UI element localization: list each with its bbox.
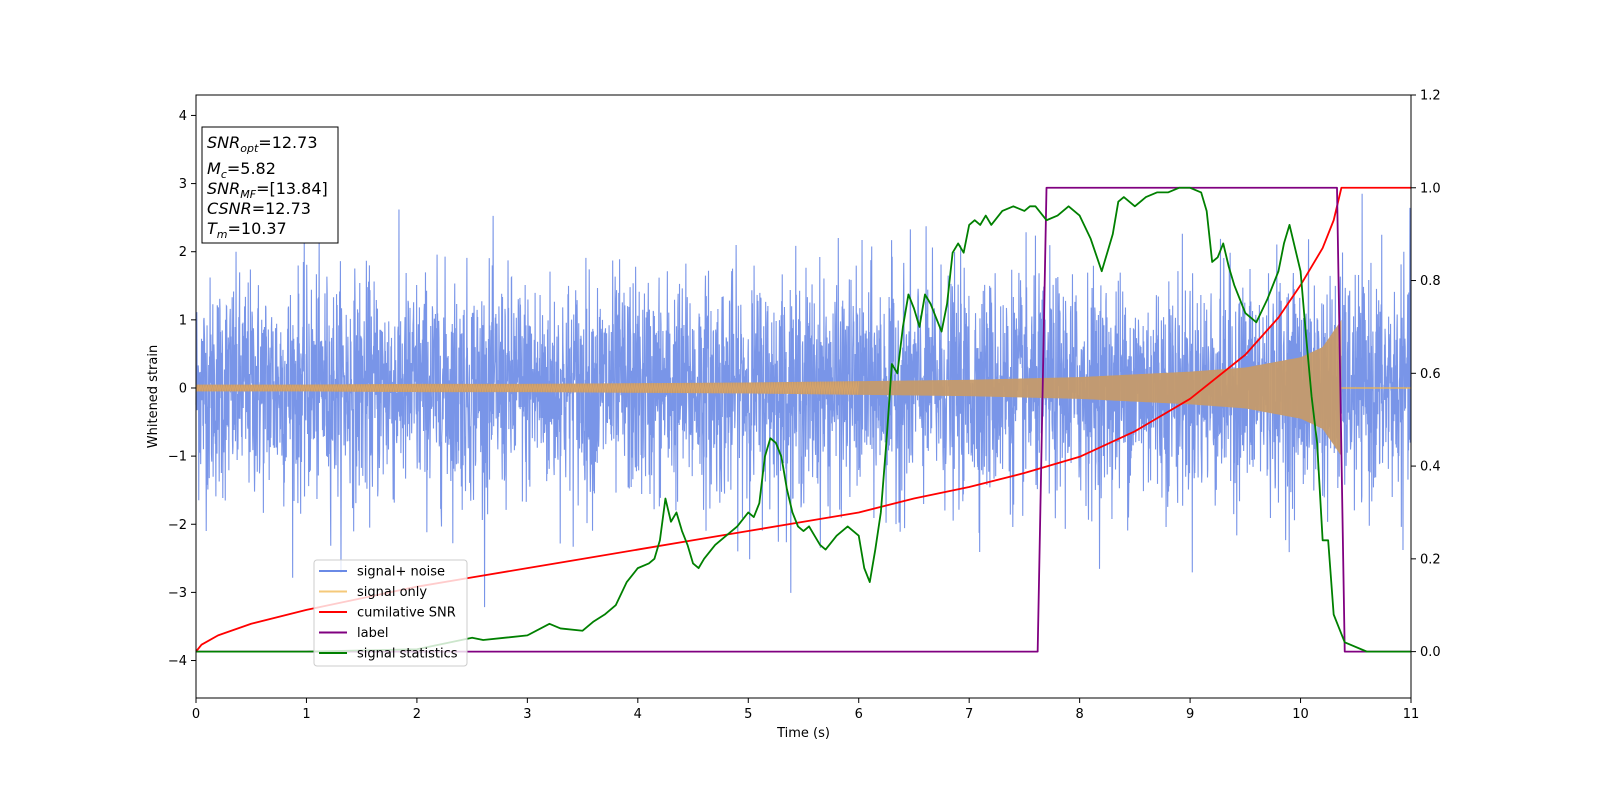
y-right-tick-label: 0.0 bbox=[1420, 645, 1441, 660]
stat-mc: Mc=5.82 bbox=[207, 159, 276, 181]
y-tick-label: −4 bbox=[168, 654, 187, 669]
legend-box bbox=[313, 559, 468, 667]
y-tick-label: 4 bbox=[179, 109, 187, 124]
stat-snr_opt: SNRopt=12.73 bbox=[207, 133, 318, 155]
legend-label: signal statistics bbox=[357, 647, 458, 662]
y-tick-label: −1 bbox=[168, 450, 187, 465]
stat-csnr: CSNR=12.73 bbox=[207, 199, 311, 218]
x-tick-label: 5 bbox=[744, 707, 752, 722]
legend: signal+ noise signal only cumilative SNR la… bbox=[313, 559, 468, 667]
signal-layer bbox=[195, 319, 1411, 457]
stats-box bbox=[201, 126, 339, 244]
x-tick-label: 11 bbox=[1403, 707, 1420, 722]
stats-annotation: SNRopt=12.73 Mc=5.82SNRMF=[13.84]CSNR=12.… bbox=[201, 126, 339, 244]
x-tick-label: 1 bbox=[302, 707, 310, 722]
x-tick-label: 6 bbox=[855, 707, 863, 722]
x-tick-label: 10 bbox=[1292, 707, 1309, 722]
y-tick-label: 0 bbox=[179, 381, 187, 396]
x-tick-label: 3 bbox=[523, 707, 531, 722]
y-right-tick-label: 1.0 bbox=[1420, 181, 1441, 196]
y-right-tick-label: 1.2 bbox=[1420, 89, 1441, 104]
y-right-tick-label: 0.8 bbox=[1420, 274, 1441, 289]
legend-label: cumilative SNR bbox=[357, 606, 456, 621]
x-axis-label: Time (s) bbox=[776, 726, 830, 741]
x-tick-label: 0 bbox=[192, 707, 200, 722]
x-tick-label: 7 bbox=[965, 707, 973, 722]
y-tick-label: −2 bbox=[168, 518, 187, 533]
legend-label: label bbox=[357, 626, 388, 641]
series-signal-only bbox=[195, 381, 860, 395]
y-tick-label: 1 bbox=[179, 313, 187, 328]
legend-label: signal+ noise bbox=[357, 565, 445, 580]
y-tick-label: −3 bbox=[168, 586, 187, 601]
x-tick-label: 2 bbox=[413, 707, 421, 722]
legend-label: signal only bbox=[357, 585, 427, 600]
axis-labels-layer: Time (s) Whitened strain bbox=[146, 345, 830, 741]
y-right-tick-label: 0.4 bbox=[1420, 460, 1441, 475]
stat-snr_mf: SNRMF=[13.84] bbox=[207, 179, 328, 201]
y-tick-label: 3 bbox=[179, 177, 187, 192]
stat-tm: Tm=10.37 bbox=[207, 219, 287, 241]
y-tick-label: 2 bbox=[179, 245, 187, 260]
x-tick-label: 9 bbox=[1186, 707, 1194, 722]
x-tick-label: 4 bbox=[634, 707, 642, 722]
y-right-tick-label: 0.2 bbox=[1420, 552, 1441, 567]
y-axis-label: Whitened strain bbox=[146, 345, 161, 448]
x-tick-label: 8 bbox=[1075, 707, 1083, 722]
plot-frame bbox=[195, 94, 1412, 699]
y-right-tick-label: 0.6 bbox=[1420, 367, 1441, 382]
ticks-layer: 0 1 2 3 4 5 6 7 8 9 10 1143210−1−2−3−41.21.00.80.60… bbox=[168, 89, 1441, 723]
series-signal-statistics bbox=[196, 186, 1411, 653]
